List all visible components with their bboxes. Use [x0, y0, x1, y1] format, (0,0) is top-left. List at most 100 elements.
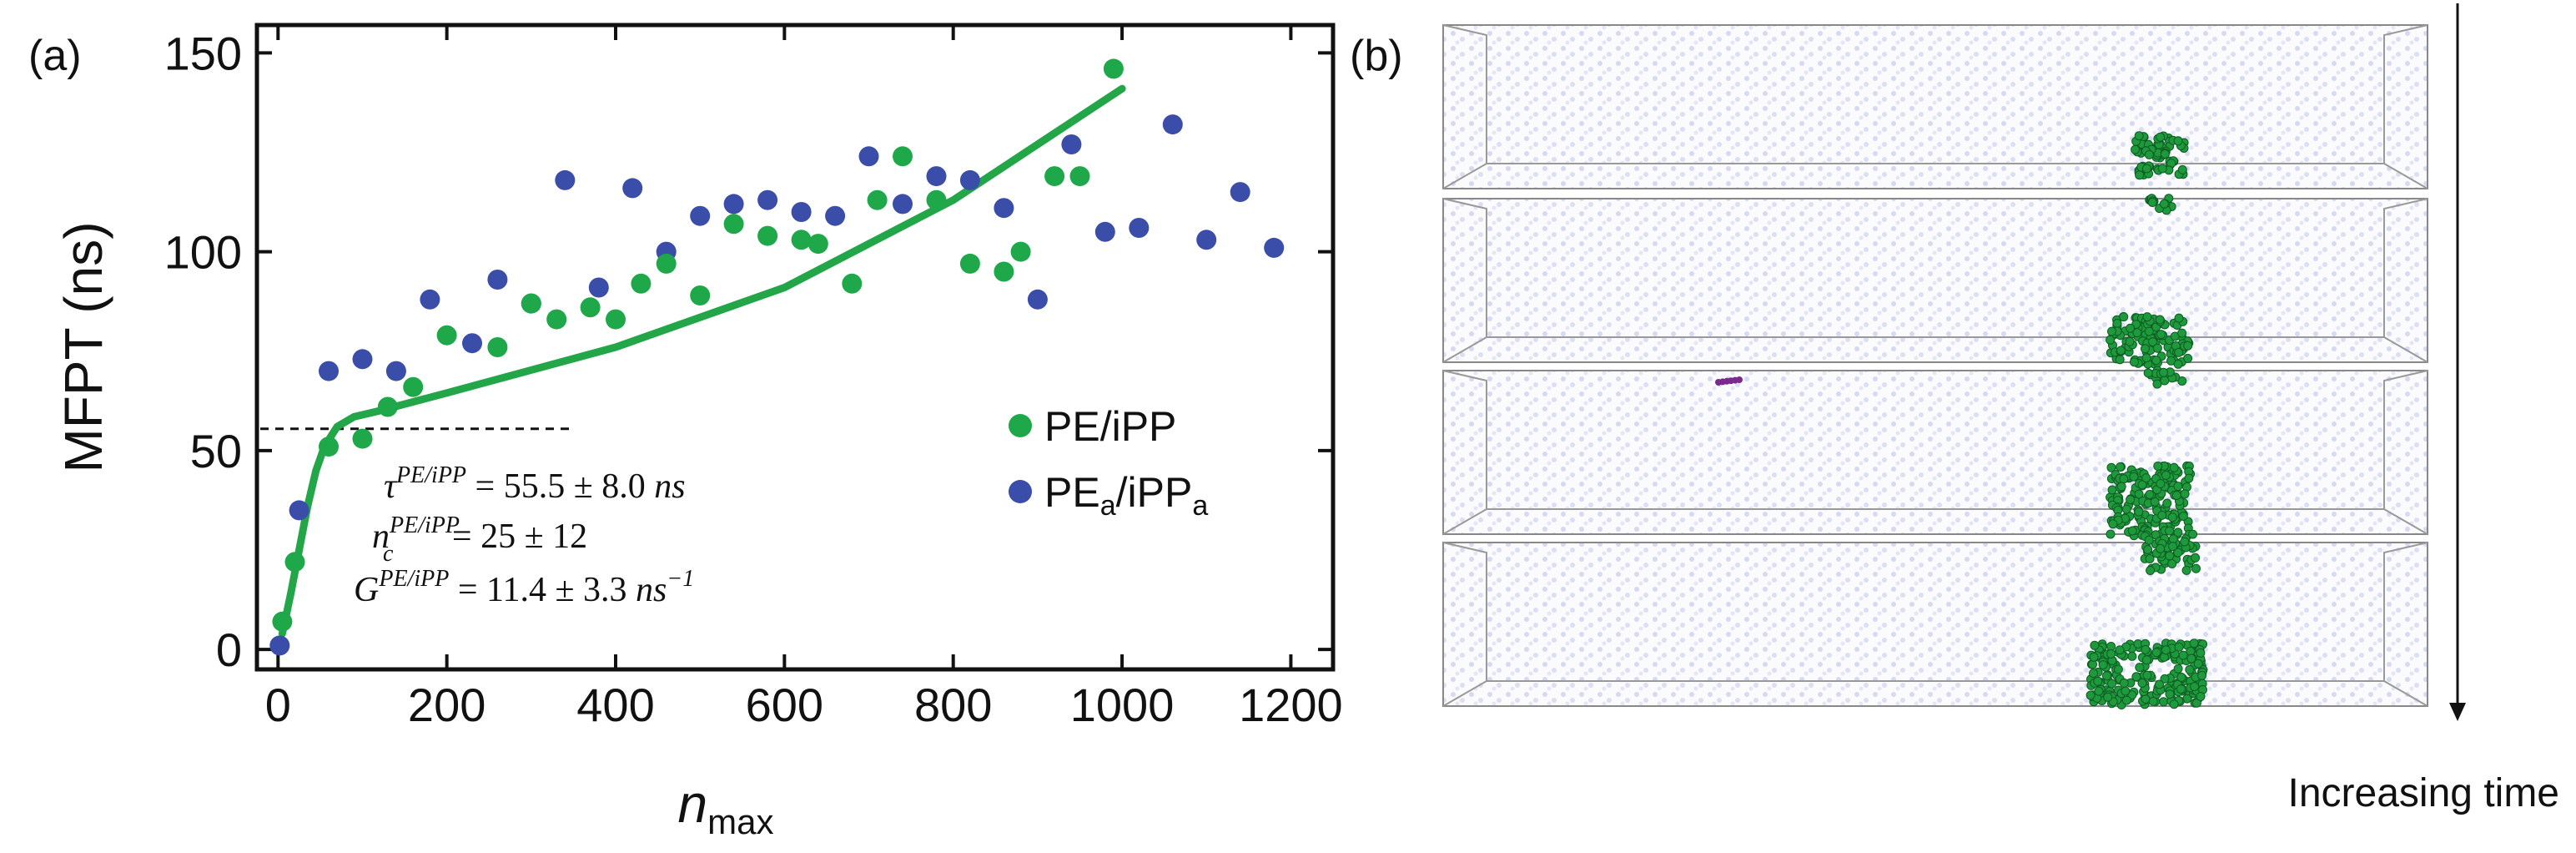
snapshot-inner-edges-3 [1442, 370, 2428, 510]
y-tick-label-100: 100 [164, 226, 242, 279]
cluster-bead [2126, 495, 2136, 505]
y-tick-label-50: 50 [190, 425, 242, 477]
cluster-bead [2168, 542, 2178, 552]
cluster-bead [2107, 679, 2117, 689]
cluster-bead [2160, 376, 2170, 386]
cluster-bead [2144, 535, 2154, 545]
snapshot-box-4 [1442, 542, 2428, 707]
cluster-bead [2177, 376, 2187, 386]
g-unit: ns [636, 571, 667, 609]
data-points [269, 58, 1285, 656]
tau-unit: ns [654, 467, 685, 506]
cluster-bead [2160, 149, 2170, 159]
point-pe-ipp-12 [631, 273, 652, 294]
cluster-bead [2167, 559, 2177, 568]
fit-annotation: τPE/iPP = 55.5 ± 8.0 ns nPE/iPP c = 25 ± … [354, 462, 694, 609]
cluster-bead [2160, 674, 2170, 684]
cluster-bead [2159, 367, 2168, 377]
point-pe-ipp-7 [487, 337, 508, 357]
point-pea-ippa-5 [420, 289, 440, 310]
point-pe-ipp-27 [1069, 166, 1090, 187]
cluster-bead [2121, 695, 2131, 705]
snapshot-edge-br-3 [2383, 508, 2428, 535]
legend: PE/iPP PEa/iPPa [1009, 403, 1208, 522]
snapshot-box-1 [1442, 24, 2428, 189]
legend-pea-sub: a [1100, 490, 1116, 522]
cluster-bead [2162, 498, 2172, 508]
point-pea-ippa-0 [269, 635, 290, 656]
cluster-bead [2134, 489, 2144, 499]
snapshot-edge-bl-4 [1442, 680, 1487, 707]
cluster-bead [2121, 686, 2131, 696]
cluster-bead [2141, 353, 2151, 363]
cluster-bead [2112, 319, 2122, 328]
point-pea-ippa-29 [1230, 182, 1250, 203]
point-pea-ippa-27 [1162, 114, 1183, 135]
cluster-bead [2151, 648, 2161, 658]
snapshot-edge-bl-1 [1442, 163, 1487, 189]
cluster-bead [2137, 480, 2147, 490]
cluster-bead [2144, 326, 2154, 336]
cluster-bead [2171, 491, 2181, 500]
y-tick-label-0: 0 [216, 623, 242, 676]
cluster-bead [2156, 479, 2166, 488]
snapshot-2 [1442, 194, 2428, 369]
cluster-bead [2119, 312, 2129, 322]
point-pea-ippa-23 [1027, 289, 1048, 310]
cluster-bead [2156, 330, 2166, 340]
point-pea-ippa-24 [1061, 134, 1082, 154]
tau-sup: PE/iPP [395, 462, 466, 488]
snapshot-1 [1442, 24, 2428, 189]
cluster-bead [2173, 359, 2183, 369]
point-pe-ipp-14 [690, 285, 711, 305]
annotation-tau: τPE/iPP = 55.5 ± 8.0 ns [384, 462, 686, 506]
legend-label-pe-ipp: PE/iPP [1044, 403, 1176, 450]
cluster-bead [2185, 664, 2195, 674]
snapshot-edge-br-4 [2383, 680, 2428, 707]
point-pea-ippa-28 [1196, 230, 1217, 250]
y-tick-label-150: 150 [164, 27, 242, 79]
cluster-bead [2116, 346, 2126, 356]
point-pe-ipp-19 [842, 273, 863, 294]
point-pe-ipp-6 [436, 325, 457, 346]
x-tick-label-200: 200 [408, 679, 486, 731]
cluster-bead [2153, 462, 2163, 471]
cluster-bead [2196, 648, 2206, 658]
cluster-bead [2156, 543, 2166, 553]
g-rest: = 11.4 ± 3.3 [449, 571, 636, 609]
point-pea-ippa-19 [893, 194, 913, 215]
cluster-bead [2102, 671, 2111, 681]
cluster-bead [2157, 164, 2167, 174]
cluster-bead [2148, 337, 2158, 347]
y-axis-title: MFPT (ns) [53, 221, 113, 472]
point-pe-ipp-28 [1103, 58, 1124, 79]
cluster-bead [2189, 638, 2199, 649]
cluster-bead [2119, 474, 2129, 484]
snapshot-inner-edges-4 [1442, 542, 2428, 682]
cluster-bead [2165, 689, 2175, 699]
x-axis-title-main: n [678, 774, 708, 834]
cluster-bead [2176, 672, 2186, 682]
point-pe-ipp-0 [272, 611, 293, 632]
point-pe-ipp-8 [521, 293, 541, 314]
cluster-bead [2127, 526, 2137, 536]
cluster-bead [2178, 650, 2188, 660]
cluster-bead [2173, 664, 2183, 674]
snapshot-edge-br-2 [2383, 336, 2428, 363]
cluster-bead [2156, 132, 2166, 142]
cluster-bead [2127, 651, 2137, 661]
cluster-bead [2159, 697, 2169, 707]
point-pea-ippa-1 [289, 500, 309, 521]
cluster-bead [2145, 490, 2155, 499]
cluster-bead [2085, 690, 2096, 700]
point-pe-ipp-4 [377, 396, 398, 417]
point-pe-ipp-20 [867, 189, 888, 210]
point-pe-ipp-24 [994, 261, 1014, 282]
point-pea-ippa-14 [723, 194, 744, 215]
x-tick-label-1200: 1200 [1239, 679, 1343, 731]
legend-pea-mid: /iPP [1116, 469, 1193, 516]
annotation-nc: nPE/iPP c = 25 ± 12 [372, 512, 587, 567]
cluster-bead [2144, 149, 2154, 159]
snapshot-edge-br-1 [2383, 163, 2428, 189]
cluster-bead [2165, 526, 2175, 536]
